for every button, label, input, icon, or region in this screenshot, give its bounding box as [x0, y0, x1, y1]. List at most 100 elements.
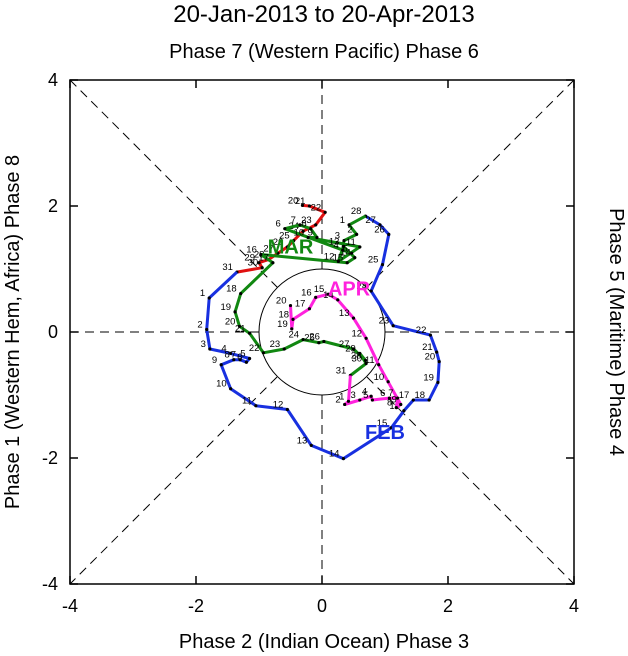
day-label: 20 — [225, 316, 236, 327]
day-label: 18 — [226, 284, 237, 295]
y-tick-label: 0 — [48, 322, 58, 342]
day-label: 30 — [248, 258, 259, 269]
data-point — [396, 396, 400, 400]
day-label: 10 — [294, 228, 305, 239]
data-point — [427, 398, 431, 402]
day-label: 25 — [304, 333, 315, 344]
day-label: 5 — [342, 243, 347, 254]
x-axis-label: Phase 2 (Indian Ocean) Phase 3 — [179, 631, 469, 653]
day-label: 15 — [377, 418, 388, 429]
day-label: 26 — [273, 237, 284, 248]
day-label: 13 — [339, 308, 350, 319]
month-label-feb: FEB — [365, 422, 405, 444]
day-label: 15 — [333, 253, 344, 264]
data-point — [291, 317, 295, 321]
day-label: 15 — [314, 284, 325, 295]
data-point — [207, 296, 211, 300]
reference-lines — [69, 79, 575, 585]
day-label: 12 — [352, 328, 363, 339]
data-point — [347, 223, 351, 227]
data-point — [244, 360, 248, 364]
data-point — [285, 245, 289, 249]
data-point — [314, 295, 318, 299]
day-label: 8 — [387, 398, 392, 409]
x-tick-label: 0 — [317, 596, 327, 616]
data-point — [341, 248, 345, 252]
data-point — [276, 251, 280, 255]
unit-circle — [258, 268, 386, 396]
data-point — [247, 356, 252, 361]
day-label: 20 — [276, 296, 287, 307]
diagonal-line-anti — [69, 79, 575, 585]
day-label: 14 — [340, 248, 351, 259]
day-label: 21 — [295, 196, 306, 207]
data-point — [254, 404, 258, 408]
data-point — [229, 351, 233, 356]
data-point — [342, 239, 346, 243]
data-point — [292, 239, 296, 243]
day-label: 28 — [254, 250, 265, 261]
day-label: 22 — [311, 202, 322, 213]
day-label: 25 — [279, 231, 290, 242]
day-label: 21 — [422, 342, 433, 353]
data-point — [391, 324, 395, 328]
data-point — [351, 316, 356, 320]
day-label: 17 — [258, 253, 269, 264]
day-label: 9 — [212, 355, 217, 366]
day-label: 27 — [339, 339, 350, 350]
day-label: 2 — [335, 394, 340, 405]
day-label: 10 — [216, 379, 227, 390]
data-point — [205, 327, 209, 332]
day-label: 21 — [235, 323, 246, 334]
top-phase-label: Phase 7 (Western Pacific) Phase 6 — [169, 41, 479, 63]
day-label: 27 — [365, 215, 376, 226]
day-label: 16 — [389, 401, 400, 412]
data-point — [341, 457, 346, 461]
data-point — [219, 363, 223, 367]
day-label: 26 — [309, 331, 320, 342]
day-label: 11 — [365, 355, 375, 366]
data-point — [363, 358, 368, 362]
data-point — [271, 261, 275, 265]
day-label: 6 — [380, 388, 385, 399]
data-point — [369, 394, 373, 398]
day-label: 2 — [347, 224, 352, 235]
data-point — [353, 256, 357, 260]
data-point — [399, 402, 403, 407]
data-point — [377, 363, 381, 367]
data-point — [345, 261, 349, 265]
day-label: 14 — [329, 449, 340, 460]
month-labels: FEB MAR APR — [268, 236, 405, 444]
data-point — [351, 347, 356, 351]
data-point — [358, 245, 362, 249]
day-label: 13 — [329, 236, 340, 247]
day-label: 24 — [357, 281, 368, 292]
data-point — [285, 407, 289, 412]
day-label: 17 — [399, 390, 410, 401]
data-point — [237, 324, 242, 328]
day-label: 27 — [263, 243, 274, 254]
data-point — [301, 337, 305, 342]
data-point — [346, 399, 351, 403]
y-tick-label: 4 — [48, 70, 58, 90]
data-point — [389, 426, 393, 430]
day-label: 16 — [301, 287, 312, 298]
day-label: 7 — [388, 388, 393, 399]
data-point — [298, 223, 302, 227]
data-point — [402, 409, 406, 413]
day-label: 10 — [374, 372, 385, 383]
data-point — [350, 251, 354, 255]
data-point — [411, 398, 415, 402]
day-label: 6 — [276, 219, 281, 230]
day-label: 22 — [416, 325, 427, 336]
day-label: 19 — [277, 319, 288, 330]
data-point — [260, 266, 264, 270]
data-point — [208, 347, 212, 351]
day-label: 24 — [289, 330, 300, 341]
day-label: 23 — [270, 339, 281, 350]
data-point — [259, 252, 263, 257]
